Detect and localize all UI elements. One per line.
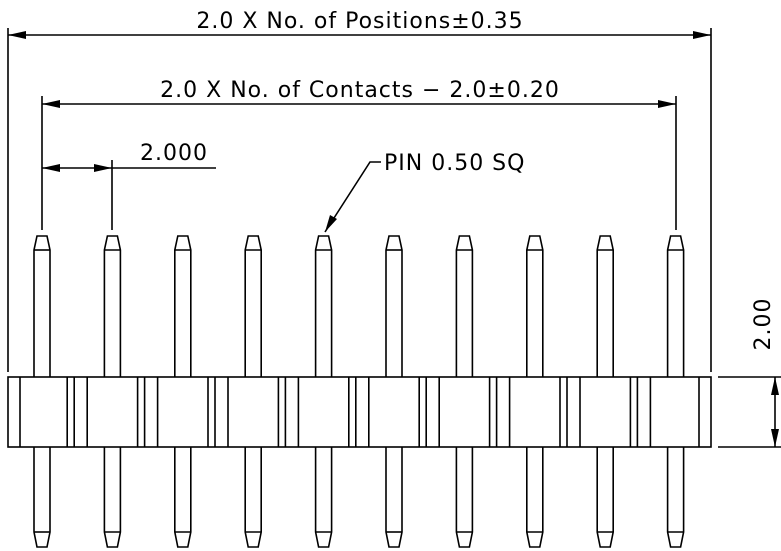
pin xyxy=(666,447,685,548)
pin xyxy=(174,447,192,548)
pin xyxy=(244,235,262,377)
pin xyxy=(103,447,122,548)
arrow xyxy=(42,100,60,108)
pin xyxy=(526,447,544,548)
pin xyxy=(174,235,192,377)
height-dimension: 2.00 xyxy=(751,298,776,351)
arrow xyxy=(325,215,337,232)
arrow xyxy=(771,429,779,447)
pin xyxy=(385,447,403,548)
arrow xyxy=(658,100,676,108)
pin-note: PIN 0.50 SQ xyxy=(384,151,525,176)
arrow xyxy=(94,164,112,172)
overall-dimension: 2.0 X No. of Positions±0.35 xyxy=(196,9,523,34)
contacts-dimension: 2.0 X No. of Contacts − 2.0±0.20 xyxy=(160,78,560,103)
pin xyxy=(244,447,262,548)
pin xyxy=(455,447,474,548)
arrow xyxy=(693,31,711,39)
pin xyxy=(596,235,614,377)
housing xyxy=(7,376,712,448)
pin xyxy=(526,235,544,377)
pin xyxy=(103,235,122,377)
arrow xyxy=(8,31,26,39)
arrow xyxy=(42,164,60,172)
pin xyxy=(33,235,51,377)
pin xyxy=(596,447,614,548)
pin xyxy=(314,235,333,377)
leader-line xyxy=(324,161,381,233)
arrow xyxy=(771,377,779,395)
pin xyxy=(33,447,51,548)
pin xyxy=(666,235,685,377)
pin xyxy=(385,235,403,377)
pin xyxy=(314,447,333,548)
pitch-dimension: 2.000 xyxy=(140,141,208,166)
outline xyxy=(7,28,781,548)
pin xyxy=(455,235,474,377)
